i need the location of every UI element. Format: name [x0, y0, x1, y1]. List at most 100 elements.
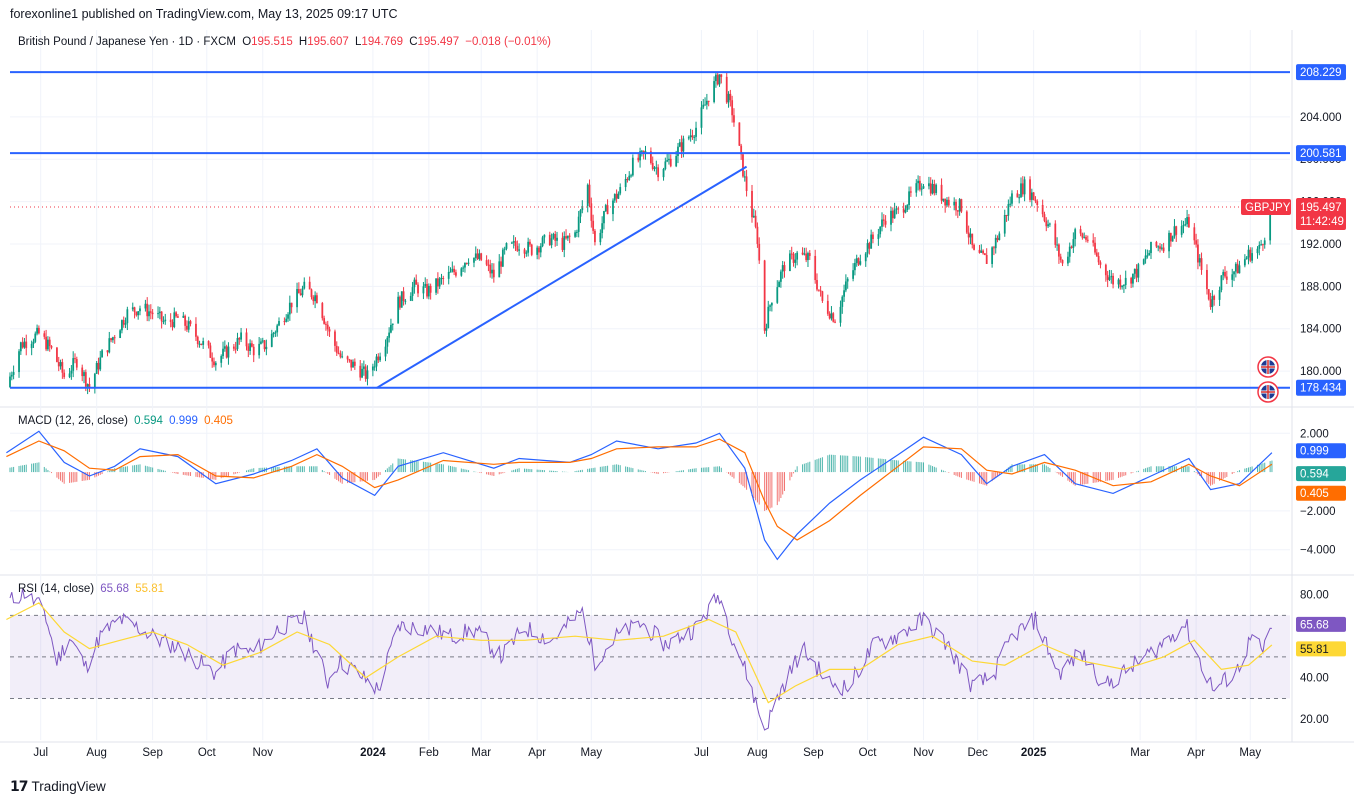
candle-body: [113, 337, 116, 339]
candle-body: [807, 253, 809, 261]
footer-brand[interactable]: 𝟭𝟳 TradingView: [10, 778, 106, 795]
candle-body: [478, 253, 481, 259]
candle-body: [126, 309, 129, 324]
candle-body: [828, 313, 831, 319]
macd-signal-line: [6, 438, 1273, 541]
candle-body: [969, 233, 972, 238]
candle-body: [612, 200, 614, 215]
candle-body: [1198, 258, 1201, 263]
candle-body: [263, 340, 266, 350]
candle-body: [958, 199, 961, 212]
candle-body: [108, 338, 111, 353]
candle-body: [384, 346, 387, 357]
candle-body: [510, 242, 513, 244]
candle-body: [980, 250, 983, 253]
candle-body: [1011, 193, 1013, 204]
candle-body: [998, 233, 1001, 241]
candle-body: [1263, 240, 1266, 245]
candle-body: [32, 341, 35, 344]
change-value: −0.018 (−0.01%): [465, 36, 551, 48]
macd-hist-badge: 0.594: [1300, 469, 1329, 481]
candle-body: [978, 249, 981, 253]
rsi-legend: RSI (14, close) 65.68 55.81: [18, 583, 167, 595]
candle-body: [70, 370, 73, 374]
candle-body: [1110, 275, 1113, 278]
candle-body: [348, 359, 351, 361]
candle-body: [413, 279, 416, 288]
candle-body: [1184, 224, 1187, 226]
candle-body: [1162, 247, 1165, 252]
candle-body: [375, 356, 378, 367]
candle-body: [733, 115, 735, 123]
x-tick-label: Nov: [913, 747, 934, 759]
candle-body: [214, 362, 217, 366]
candle-body: [678, 142, 681, 147]
candle-body: [151, 312, 154, 315]
candle-body: [447, 272, 450, 279]
candle-body: [928, 183, 930, 187]
candle-body: [232, 346, 235, 349]
candle-body: [538, 247, 540, 253]
candle-body: [285, 318, 288, 322]
symbol-badge-bg: [1241, 198, 1291, 215]
candle-body: [758, 243, 761, 261]
candle-body: [1132, 273, 1134, 284]
candle-body: [1148, 253, 1151, 256]
candle-body: [135, 311, 138, 316]
candle-body: [525, 252, 528, 254]
candle-body: [548, 234, 551, 246]
candle-body: [539, 246, 542, 253]
candle-body: [653, 167, 656, 169]
candle-body: [247, 346, 250, 351]
candle-body: [1121, 286, 1124, 288]
candle-body: [1016, 193, 1019, 198]
candle-body: [335, 345, 338, 353]
candle-body: [220, 356, 223, 363]
candle-body: [776, 287, 779, 303]
candle-body: [1200, 258, 1203, 270]
candle-body: [1262, 244, 1264, 246]
candle-body: [826, 300, 829, 314]
level-top-badge: 208.229: [1300, 67, 1342, 79]
candle-body: [752, 215, 755, 218]
candle-body: [112, 337, 114, 341]
candle-body: [373, 366, 376, 368]
candle-body: [489, 264, 492, 274]
candle-body: [1133, 268, 1136, 274]
candle-body: [803, 253, 806, 255]
candle-body: [765, 328, 768, 331]
candle-body: [783, 265, 786, 272]
candle-body: [1112, 275, 1114, 285]
candle-body: [512, 241, 515, 243]
candle-body: [566, 235, 569, 239]
candle-body: [1222, 271, 1225, 276]
candle-body: [594, 230, 596, 243]
candle-body: [908, 191, 910, 206]
candle-body: [1193, 227, 1196, 241]
candle-body: [577, 216, 580, 232]
candle-body: [158, 311, 161, 314]
candle-body: [754, 215, 757, 227]
candle-body: [21, 342, 24, 348]
level-mid-badge-bg: [1296, 145, 1346, 162]
candle-body: [1009, 203, 1012, 205]
candle-body: [716, 74, 719, 85]
candle-body: [655, 167, 658, 169]
candle-body: [402, 291, 405, 302]
candle-body: [260, 341, 262, 344]
price-legend: British Pound / Japanese Yen · 1D · FXCM…: [18, 36, 554, 48]
level-low-badge-bg: [1296, 379, 1346, 396]
rsi-value-badge-bg: [1296, 616, 1346, 632]
macd-line-badge: 0.999: [1300, 446, 1329, 458]
macd-legend: MACD (12, 26, close) 0.594 0.999 0.405: [18, 415, 236, 427]
candle-body: [36, 327, 38, 334]
candle-body: [695, 127, 697, 137]
candle-body: [1171, 236, 1174, 242]
candle-body: [944, 198, 947, 206]
candle-body: [982, 250, 984, 254]
level-top-badge-bg: [1296, 64, 1346, 81]
macd-hist-badge-bg: [1296, 466, 1346, 482]
candle-body: [297, 289, 300, 294]
candle-body: [176, 316, 179, 318]
